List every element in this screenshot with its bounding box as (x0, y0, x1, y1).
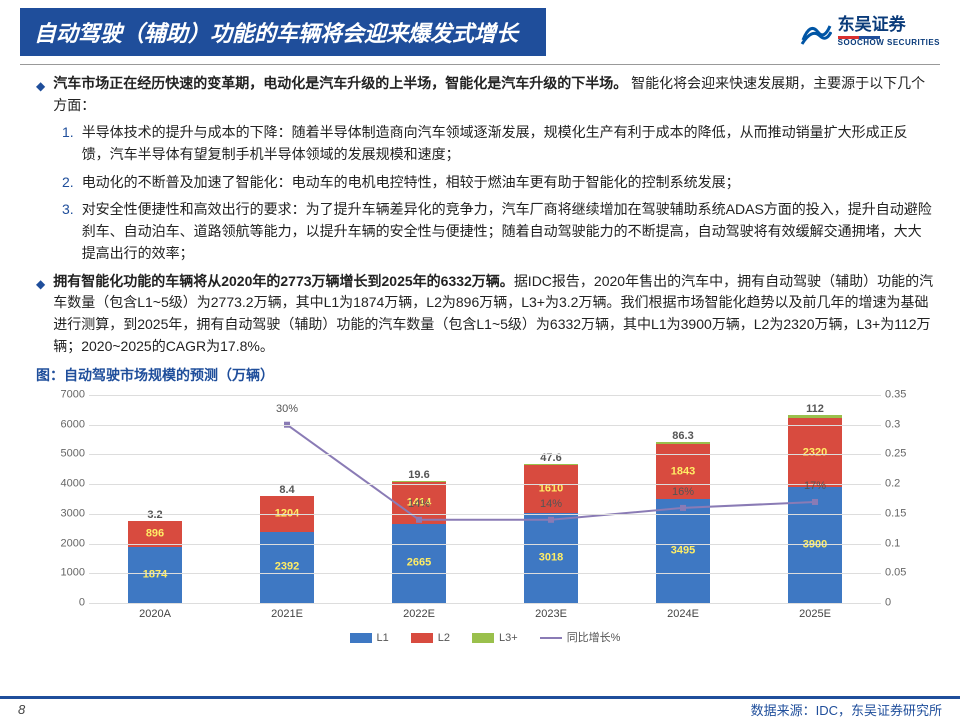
para1-bold: 汽车市场正在经历快速的变革期，电动化是汽车升级的上半场，智能化是汽车升级的下半场… (53, 75, 627, 91)
legend-label: 同比增长% (567, 630, 621, 647)
diamond-bullet-icon: ◆ (36, 275, 45, 294)
logo-text-en: SOOCHOW SECURITIES (838, 39, 940, 47)
logo-text-cn: 东吴证券 (838, 16, 940, 34)
paragraph-1: 汽车市场正在经历快速的变革期，电动化是汽车升级的上半场，智能化是汽车升级的下半场… (53, 73, 934, 116)
data-source: 数据来源：IDC，东吴证券研究所 (751, 700, 942, 719)
slide-title: 自动驾驶（辅助）功能的车辆将会迎来爆发式增长 (20, 8, 546, 56)
list-number: 1. (62, 122, 74, 144)
paragraph-2: 拥有智能化功能的车辆将从2020年的2773万辆增长到2025年的6332万辆。… (53, 271, 934, 358)
y-axis-left: 01000200030004000500060007000 (45, 395, 89, 603)
para2-bold: 拥有智能化功能的车辆将从2020年的2773万辆增长到2025年的6332万辆。 (53, 273, 514, 289)
legend-swatch-l1 (350, 633, 372, 643)
list-item: 半导体技术的提升与成本的下降：随着半导体制造商向汽车领域逐渐发展，规模化生产有利… (82, 122, 934, 165)
plot-area: 3.289618748.41204239219.61414266547.6161… (89, 395, 881, 603)
legend-swatch-l2 (411, 633, 433, 643)
slide-footer: 8 数据来源：IDC，东吴证券研究所 (0, 696, 960, 720)
numbered-list: 1. 半导体技术的提升与成本的下降：随着半导体制造商向汽车领域逐渐发展，规模化生产… (36, 122, 934, 264)
x-axis-categories: 2020A2021E2022E2023E2024E2025E (89, 606, 881, 623)
list-number: 3. (62, 199, 74, 221)
page-number: 8 (18, 702, 25, 717)
brokerage-logo: 东吴证券 SOOCHOW SECURITIES (800, 16, 940, 47)
list-item: 电动化的不断普及加速了智能化：电动车的电机电控特性，相较于燃油车更有助于智能化的… (82, 172, 740, 194)
legend-label: L1 (377, 630, 389, 647)
header-divider (20, 64, 940, 65)
list-number: 2. (62, 172, 74, 194)
list-item: 对安全性便捷性和高效出行的要求：为了提升车辆差异化的竞争力，汽车厂商将继续增加在… (82, 199, 934, 264)
y-axis-right: 00.050.10.150.20.250.30.35 (881, 395, 925, 603)
legend-swatch-line (540, 637, 562, 639)
growth-line (89, 395, 881, 603)
chart-title: 图：自动驾驶市场规模的预测（万辆） (36, 365, 934, 387)
body-content: ◆ 汽车市场正在经历快速的变革期，电动化是汽车升级的上半场，智能化是汽车升级的下… (0, 71, 960, 649)
legend-label: L2 (438, 630, 450, 647)
logo-icon (800, 18, 832, 46)
chart-legend: L1 L2 L3+ 同比增长% (45, 630, 925, 647)
diamond-bullet-icon: ◆ (36, 77, 45, 96)
legend-swatch-l3 (472, 633, 494, 643)
forecast-chart: 01000200030004000500060007000 00.050.10.… (45, 389, 925, 649)
legend-label: L3+ (499, 630, 518, 647)
